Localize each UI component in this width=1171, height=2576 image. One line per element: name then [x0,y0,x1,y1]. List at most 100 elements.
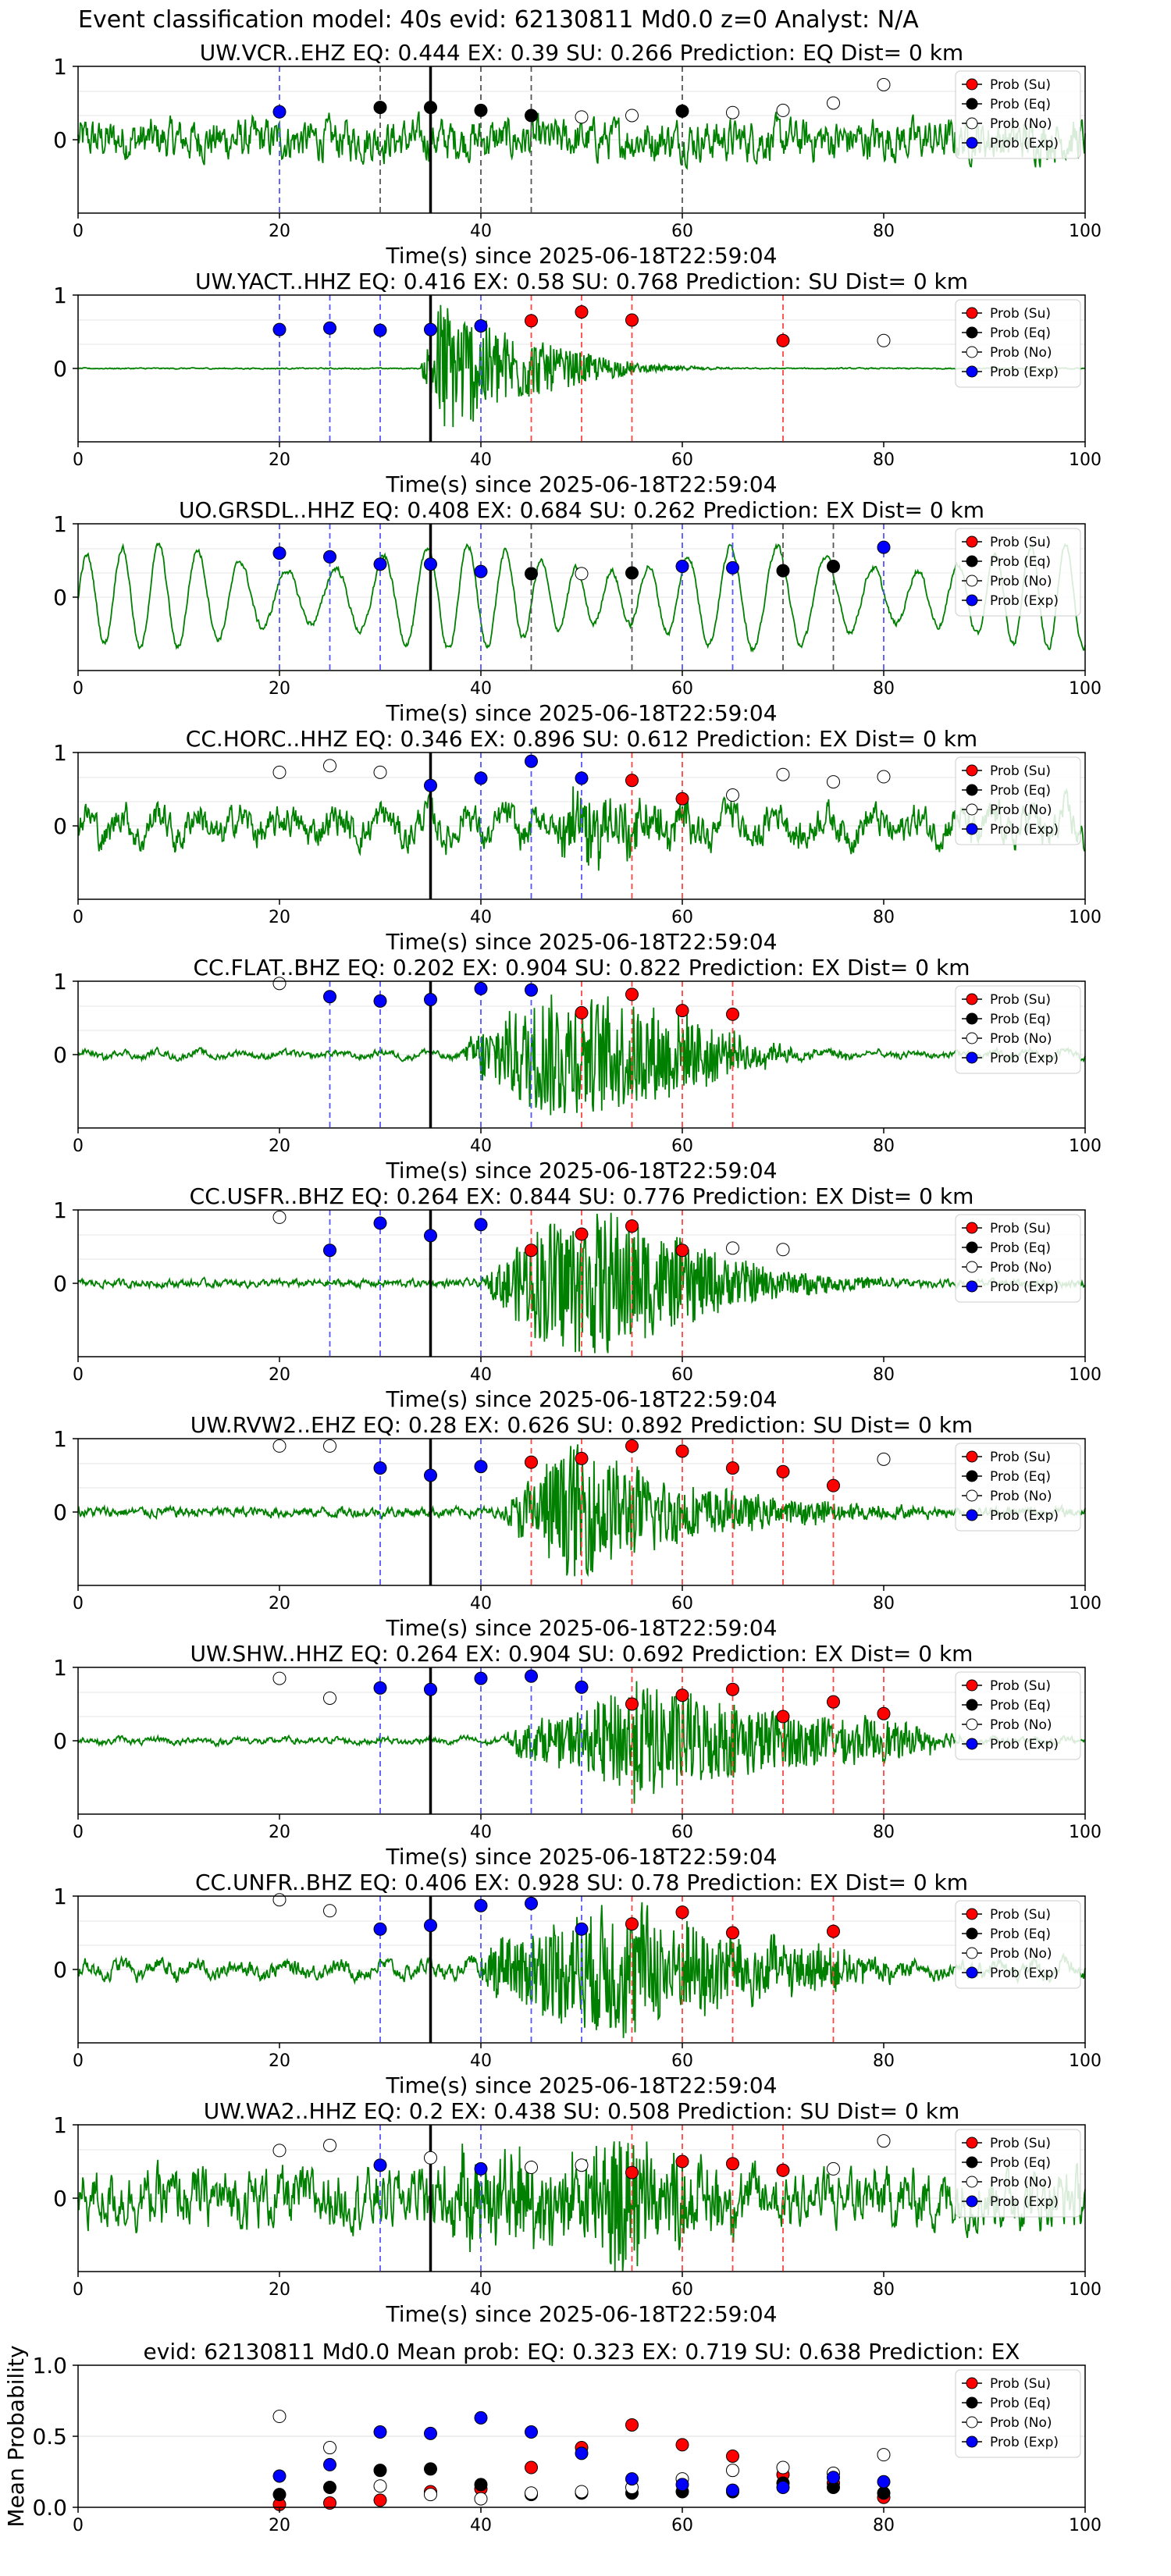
prob-marker-no [776,767,790,781]
legend-label: Prob (Exp) [990,1508,1059,1524]
legend-label: Prob (Eq) [990,1927,1051,1942]
legend-marker [966,1051,978,1064]
panel-7: UW.RVW2..EHZ EQ: 0.28 EX: 0.626 SU: 0.89… [53,1412,1102,1641]
x-tick-label: 60 [671,1823,693,1842]
mean-prob-marker [373,2493,387,2507]
prob-marker-su [625,774,639,788]
prob-marker-su [726,1926,739,1940]
legend-label: Prob (Su) [990,1678,1051,1694]
legend: Prob (Su) Prob (Eq) Prob (No) Prob (Exp) [955,985,1081,1074]
legend-label: Prob (No) [990,1031,1052,1047]
prob-marker-exp [424,557,437,571]
x-tick-label: 80 [873,450,895,470]
x-tick-label: 40 [470,1137,492,1156]
panel-1: UW.VCR..EHZ EQ: 0.444 EX: 0.39 SU: 0.266… [53,40,1102,269]
legend-label: Prob (Exp) [990,1737,1059,1752]
x-tick-label: 60 [671,222,693,241]
legend: Prob (Su) Prob (Eq) Prob (No) Prob (Exp) [955,1671,1081,1760]
legend-marker [966,1280,978,1293]
legend-label: Prob (Su) [990,2136,1051,2151]
legend-marker [966,2156,978,2169]
legend-box [955,985,1081,1074]
panel-title: CC.FLAT..BHZ EQ: 0.202 EX: 0.904 SU: 0.8… [194,955,970,980]
prob-marker-exp [323,321,336,335]
mean-prob-marker [675,2478,689,2492]
prob-marker-su [675,1444,689,1458]
prob-marker-exp [373,1461,387,1475]
prob-marker-no [877,333,891,347]
mean-prob-marker [272,2469,287,2483]
mean-prob-marker [776,2460,790,2475]
prob-marker-no [877,2134,891,2148]
prob-marker-no [323,759,336,773]
x-tick-label: 0 [73,1823,84,1842]
prob-marker-su [625,2165,639,2179]
x-tick-label: 0 [73,222,84,241]
prob-marker-exp [575,771,589,785]
legend-marker [966,1012,978,1025]
legend-label: Prob (Eq) [990,2155,1051,2171]
y-tick-label: 1 [53,54,67,80]
x-tick-label: 0 [73,679,84,699]
prob-marker-su [776,2163,790,2177]
panel-title: evid: 62130811 Md0.0 Mean prob: EQ: 0.32… [144,2339,1020,2364]
prob-marker-no [272,1439,287,1453]
panel-3: UO.GRSDL..HHZ EQ: 0.408 EX: 0.684 SU: 0.… [53,497,1102,726]
y-tick-label: 0 [53,1042,67,1068]
prob-marker-no [272,2144,287,2158]
prob-marker-su [675,1688,689,1703]
legend-marker [966,1470,978,1482]
x-axis-label: Time(s) since 2025-06-18T22:59:04 [385,929,777,955]
prob-marker-eq [625,566,639,580]
prob-marker-su [726,2157,739,2171]
legend-marker [966,365,978,378]
prob-marker-exp [373,994,387,1008]
prob-marker-exp [474,771,488,785]
prob-marker-exp [474,981,488,995]
waveform-trace [77,1212,1086,1354]
legend-marker [966,1947,978,1959]
legend-marker [966,1450,978,1463]
x-tick-label: 20 [269,2051,290,2071]
x-tick-label: 100 [1069,450,1102,470]
prob-marker-no [726,1241,739,1255]
x-tick-label: 60 [671,2051,693,2071]
prob-marker-eq [474,103,488,117]
legend-marker [966,2416,978,2428]
legend: Prob (Su) Prob (Eq) Prob (No) Prob (Exp) [955,1214,1081,1303]
x-tick-label: 40 [470,2516,492,2535]
legend-marker [966,2176,978,2188]
prob-marker-su [776,1710,790,1724]
prob-marker-no [776,1243,790,1257]
x-axis-label: Time(s) since 2025-06-18T22:59:04 [385,2301,777,2327]
legend-marker [966,1032,978,1044]
legend-label: Prob (No) [990,1946,1052,1962]
prob-marker-no [575,110,589,124]
x-tick-label: 80 [873,1823,895,1842]
legend-box [955,1900,1081,1989]
x-tick-label: 20 [269,2516,290,2535]
legend-label: Prob (Exp) [990,2194,1059,2210]
panel-5: CC.FLAT..BHZ EQ: 0.202 EX: 0.904 SU: 0.8… [53,955,1102,1183]
legend-label: Prob (Su) [990,1221,1051,1236]
panel-8: UW.SHW..HHZ EQ: 0.264 EX: 0.904 SU: 0.69… [53,1641,1102,1870]
x-tick-label: 40 [470,1365,492,1385]
x-axis-label: Time(s) since 2025-06-18T22:59:04 [385,243,777,269]
legend-label: Prob (Exp) [990,1279,1059,1295]
x-tick-label: 20 [269,679,290,699]
prob-marker-su [575,1227,589,1241]
legend-label: Prob (No) [990,802,1052,818]
legend-marker [966,1718,978,1731]
legend-marker [966,764,978,777]
mean-prob-marker [323,2496,336,2510]
legend-marker [966,2396,978,2409]
prob-marker-exp [424,778,437,792]
prob-marker-no [323,2138,336,2152]
mean-prob-marker [625,2472,639,2486]
x-tick-label: 60 [671,450,693,470]
legend-label: Prob (Exp) [990,2435,1059,2450]
legend-box [955,528,1081,617]
mean-prob-marker [625,2418,639,2432]
prob-marker-no [776,103,790,117]
x-axis-label: Time(s) since 2025-06-18T22:59:04 [385,471,777,497]
